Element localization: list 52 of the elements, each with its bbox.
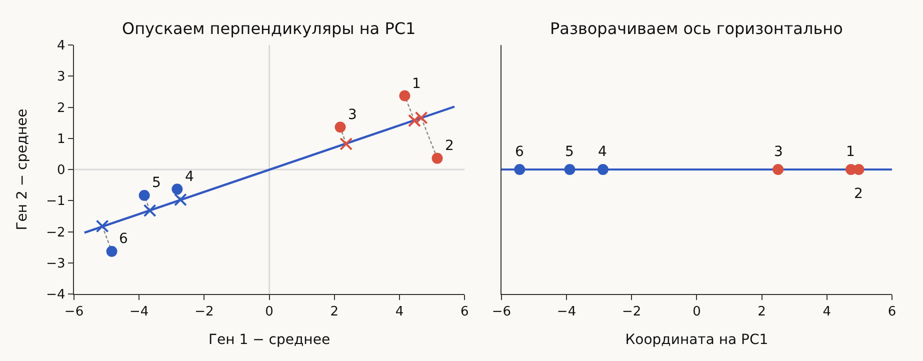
x-tick-label: −4 <box>130 304 149 320</box>
x-axis-title: Координата на PC1 <box>625 332 768 348</box>
x-tick-label: −2 <box>622 304 642 320</box>
x-tick-label: −6 <box>492 304 511 320</box>
x-tick-label: 2 <box>330 304 339 320</box>
x-tick-label: 4 <box>395 304 404 320</box>
annotation: 5 <box>152 175 161 191</box>
x-tick-label: 4 <box>822 304 832 320</box>
point <box>432 152 443 164</box>
x-tick-label: −2 <box>194 304 214 320</box>
y-tick-label: −4 <box>46 288 66 303</box>
y-tick-label: 0 <box>57 163 66 178</box>
chart-title: Опускаем перпендикуляры на PC1 <box>122 19 416 38</box>
annotation: 1 <box>412 76 421 92</box>
point <box>408 114 421 128</box>
annotation: 3 <box>774 144 783 160</box>
annotation: 2 <box>445 138 454 154</box>
point <box>138 190 150 201</box>
point <box>414 111 428 124</box>
x-tick-label: 6 <box>460 304 469 320</box>
annotation: 4 <box>598 144 607 160</box>
x-tick-label: −4 <box>556 304 576 320</box>
x-tick-label: 6 <box>888 304 896 320</box>
x-tick-label: 0 <box>692 304 701 320</box>
point <box>340 137 353 150</box>
x-tick-label: 0 <box>265 304 274 320</box>
point <box>172 184 183 195</box>
y-tick-label: 3 <box>57 70 66 85</box>
annotation: 1 <box>846 144 855 160</box>
y-tick-label: −3 <box>46 256 66 272</box>
point <box>106 246 118 257</box>
annotation: 6 <box>515 144 524 160</box>
x-axis-title: Ген 1 − среднее <box>208 332 330 348</box>
y-tick-label: 1 <box>57 132 66 147</box>
point <box>143 204 156 218</box>
annotation: 6 <box>119 231 128 247</box>
point <box>399 90 410 102</box>
x-tick-label: 2 <box>758 304 766 320</box>
point <box>96 220 109 233</box>
y-tick-label: −2 <box>46 225 66 240</box>
point <box>334 122 346 133</box>
annotation: 4 <box>185 169 194 185</box>
annotation: 3 <box>348 107 357 123</box>
annotation: 2 <box>854 186 863 202</box>
y-tick-label: −1 <box>46 194 66 210</box>
y-tick-label: 2 <box>57 100 66 116</box>
y-axis-title: Ген 2 − среднее <box>14 108 31 230</box>
x-tick-label: −6 <box>64 304 84 320</box>
y-tick-label: 4 <box>57 38 66 54</box>
chart-title: Разворачиваем ось горизонтально <box>550 19 843 38</box>
annotation: 5 <box>565 144 574 160</box>
point <box>174 193 187 206</box>
